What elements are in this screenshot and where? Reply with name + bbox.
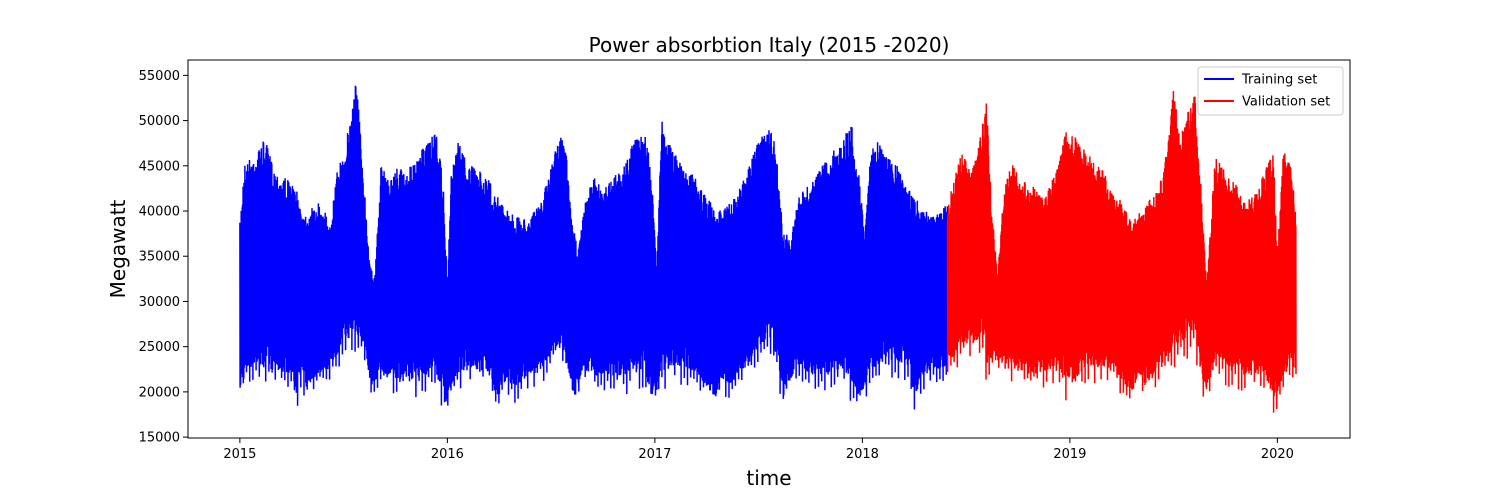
x-tick-label: 2019 (1053, 447, 1086, 462)
x-tick-label: 2016 (431, 447, 464, 462)
series-layer (239, 85, 1297, 413)
series-line-2 (946, 91, 1297, 413)
y-tick-label: 50000 (139, 114, 180, 129)
y-tick-label: 25000 (139, 340, 180, 355)
legend-box (1197, 66, 1344, 116)
series-training-set (239, 85, 949, 410)
legend-label: Training set (1241, 73, 1317, 88)
series-validation-set (946, 91, 1297, 413)
y-tick-label: 15000 (139, 431, 180, 446)
legend: Training set Validation set (1197, 66, 1344, 116)
y-tick-label: 20000 (139, 385, 180, 400)
x-tick-label: 2017 (638, 447, 671, 462)
x-axis-label: time (746, 466, 791, 490)
y-axis: 15000 20000 25000 30000 35000 40000 45000 50000… (139, 69, 188, 446)
series-line-1 (239, 85, 949, 410)
y-axis-label: Megawatt (106, 199, 130, 298)
x-tick-label: 2018 (846, 447, 879, 462)
x-tick-label: 2020 (1261, 447, 1294, 462)
y-tick-label: 35000 (139, 250, 180, 265)
plot-area-frame (187, 59, 1351, 439)
x-tick-label: 2015 (223, 447, 256, 462)
x-axis: 2015 2016 2017 2018 2019 2020 (223, 438, 1294, 462)
y-tick-label: 30000 (139, 295, 180, 310)
chart-title: Power absorbtion Italy (2015 -2020) (589, 33, 950, 57)
y-tick-label: 45000 (139, 159, 180, 174)
y-tick-label: 40000 (139, 205, 180, 220)
y-tick-label: 55000 (139, 69, 180, 84)
legend-label: Validation set (1242, 95, 1330, 110)
